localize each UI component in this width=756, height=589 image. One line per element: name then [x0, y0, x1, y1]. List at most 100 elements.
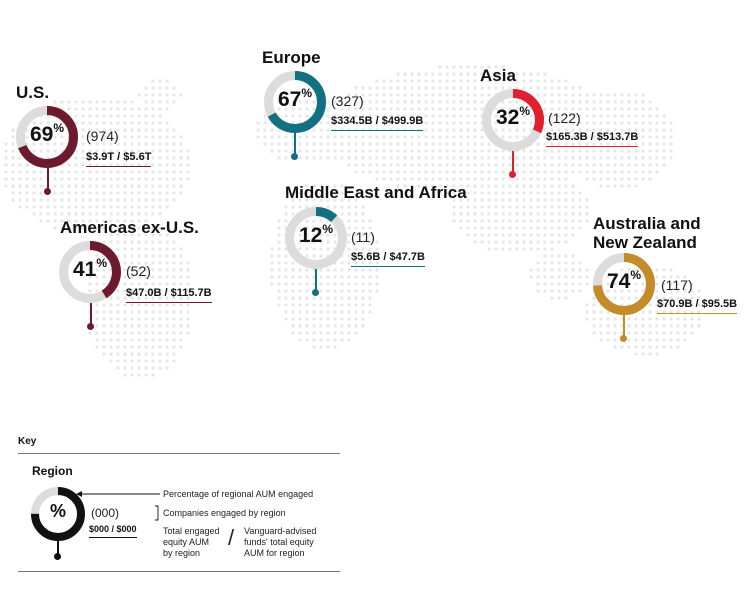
map-dot: [158, 170, 162, 174]
map-dot: [123, 338, 127, 342]
map-dot: [606, 135, 610, 139]
map-dot: [396, 170, 400, 174]
map-dot: [144, 254, 148, 258]
map-dot: [109, 184, 113, 188]
map-dot: [634, 163, 638, 167]
map-dot: [641, 289, 645, 293]
map-dot: [151, 247, 155, 251]
map-dot: [354, 247, 358, 251]
map-dot: [158, 128, 162, 132]
map-dot: [144, 170, 148, 174]
map-dot: [165, 317, 169, 321]
map-dot: [109, 359, 113, 363]
map-dot: [445, 107, 449, 111]
map-dot: [487, 219, 491, 223]
map-dot: [158, 352, 162, 356]
map-dot: [144, 198, 148, 202]
map-dot: [536, 163, 540, 167]
map-dot: [459, 114, 463, 118]
map-dot: [305, 100, 309, 104]
map-dot: [452, 100, 456, 104]
pct-europe: 67%: [277, 86, 313, 111]
map-dot: [319, 345, 323, 349]
map-dot: [165, 93, 169, 97]
map-dot: [662, 163, 666, 167]
map-dot: [74, 149, 78, 153]
map-dot: [67, 107, 71, 111]
map-dot: [585, 282, 589, 286]
map-dot: [333, 107, 337, 111]
map-dot: [641, 128, 645, 132]
map-dot: [333, 184, 337, 188]
map-dot: [382, 100, 386, 104]
map-dot: [564, 177, 568, 181]
map-dot: [669, 324, 673, 328]
map-dot: [144, 373, 148, 377]
map-dot: [606, 93, 610, 97]
map-dot: [578, 191, 582, 195]
map-dot: [564, 149, 568, 153]
map-dot: [396, 72, 400, 76]
map-dot: [452, 114, 456, 118]
map-dot: [172, 338, 176, 342]
map-dot: [494, 212, 498, 216]
map-dot: [354, 317, 358, 321]
map-dot: [179, 338, 183, 342]
map-dot: [592, 177, 596, 181]
map-dot: [172, 247, 176, 251]
map-dot: [319, 184, 323, 188]
map-dot: [417, 79, 421, 83]
map-dot: [144, 296, 148, 300]
map-dot: [137, 345, 141, 349]
map-dot: [340, 212, 344, 216]
map-dot: [46, 156, 50, 160]
map-dot: [137, 212, 141, 216]
map-dot: [438, 177, 442, 181]
pin-dot-mea: [312, 289, 319, 296]
map-dot: [340, 324, 344, 328]
map-dot: [88, 226, 92, 230]
map-dot: [102, 135, 106, 139]
map-dot: [130, 205, 134, 209]
map-dot: [102, 107, 106, 111]
map-dot: [67, 184, 71, 188]
map-dot: [179, 282, 183, 286]
map-dot: [81, 149, 85, 153]
map-dot: [494, 114, 498, 118]
key-total-description: Total engaged equity AUM by region: [163, 526, 220, 559]
map-dot: [123, 170, 127, 174]
map-dot: [319, 156, 323, 160]
aum-asia: $165.3B / $513.7B: [546, 131, 639, 147]
map-dot: [550, 86, 554, 90]
map-dot: [550, 226, 554, 230]
map-dot: [158, 79, 162, 83]
map-dot: [137, 205, 141, 209]
map-dot: [102, 177, 106, 181]
map-dot: [116, 345, 120, 349]
map-dot: [298, 247, 302, 251]
map-dot: [417, 100, 421, 104]
map-dot: [564, 275, 568, 279]
map-dot: [627, 135, 631, 139]
map-dot: [417, 93, 421, 97]
map-dot: [683, 317, 687, 321]
map-dot: [452, 128, 456, 132]
map-dot: [452, 184, 456, 188]
map-dot: [165, 198, 169, 202]
map-dot: [368, 142, 372, 146]
map-dot: [151, 289, 155, 293]
map-dot: [641, 170, 645, 174]
map-dot: [613, 275, 617, 279]
map-dot: [487, 198, 491, 202]
map-dot: [655, 170, 659, 174]
map-dot: [655, 135, 659, 139]
map-dot: [515, 212, 519, 216]
map-dot: [550, 177, 554, 181]
donut-americas: [59, 241, 121, 303]
map-dot: [606, 128, 610, 132]
map-dot: [144, 303, 148, 307]
map-dot: [116, 205, 120, 209]
map-dot: [326, 121, 330, 125]
map-dot: [522, 212, 526, 216]
